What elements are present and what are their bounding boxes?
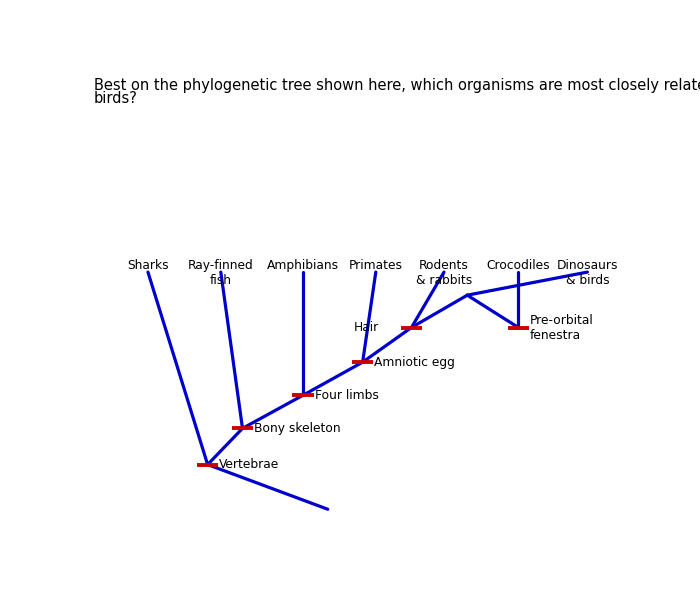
Text: Ray-finned
fish: Ray-finned fish bbox=[188, 259, 253, 287]
Text: Best on the phylogenetic tree shown here, which organisms are most closely relat: Best on the phylogenetic tree shown here… bbox=[94, 78, 700, 93]
Text: Four limbs: Four limbs bbox=[314, 389, 379, 402]
Text: Crocodiles: Crocodiles bbox=[486, 259, 550, 272]
Text: Vertebrae: Vertebrae bbox=[219, 458, 279, 471]
Text: Primates: Primates bbox=[349, 259, 402, 272]
Text: Dinosaurs
& birds: Dinosaurs & birds bbox=[556, 259, 618, 287]
Text: Sharks: Sharks bbox=[127, 259, 169, 272]
Text: Amphibians: Amphibians bbox=[267, 259, 339, 272]
Text: Bony skeleton: Bony skeleton bbox=[254, 422, 341, 435]
Text: birds?: birds? bbox=[94, 91, 138, 106]
Text: Rodents
& rabbits: Rodents & rabbits bbox=[416, 259, 472, 287]
Text: Pre-orbital
fenestra: Pre-orbital fenestra bbox=[530, 313, 594, 341]
Text: Amniotic egg: Amniotic egg bbox=[374, 356, 455, 368]
Text: Hair: Hair bbox=[354, 321, 379, 334]
